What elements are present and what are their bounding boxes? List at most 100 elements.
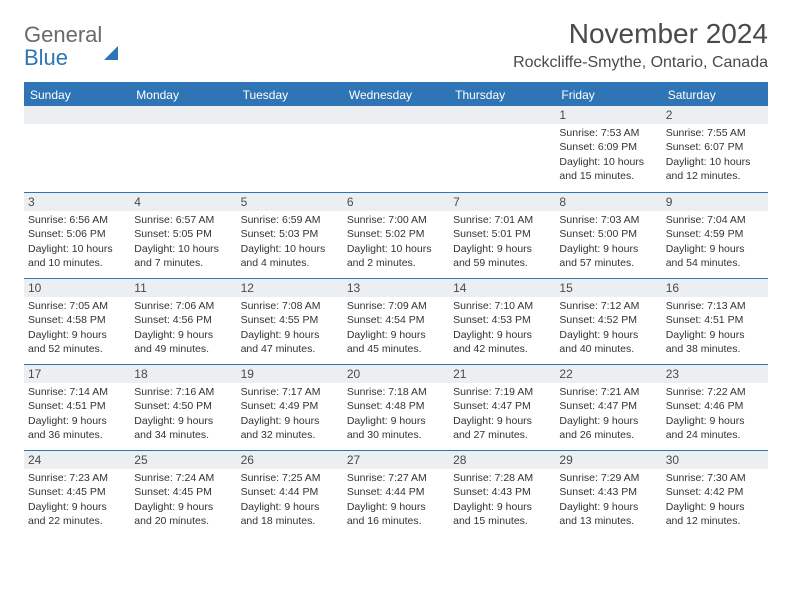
day-number: 10 — [24, 279, 130, 297]
daylight-line: Daylight: 9 hours and 13 minutes. — [559, 500, 657, 528]
day-body: Sunrise: 7:16 AMSunset: 4:50 PMDaylight:… — [130, 383, 236, 446]
day-body: Sunrise: 7:22 AMSunset: 4:46 PMDaylight:… — [662, 383, 768, 446]
sunset-line: Sunset: 4:55 PM — [241, 313, 339, 327]
day-number: 9 — [662, 193, 768, 211]
day-cell — [237, 106, 343, 192]
day-cell: 18Sunrise: 7:16 AMSunset: 4:50 PMDayligh… — [130, 365, 236, 450]
daylight-line: Daylight: 9 hours and 57 minutes. — [559, 242, 657, 270]
day-number — [343, 106, 449, 124]
sunrise-line: Sunrise: 7:24 AM — [134, 471, 232, 485]
day-body: Sunrise: 7:25 AMSunset: 4:44 PMDaylight:… — [237, 469, 343, 532]
daylight-line: Daylight: 10 hours and 10 minutes. — [28, 242, 126, 270]
sunrise-line: Sunrise: 7:01 AM — [453, 213, 551, 227]
daylight-line: Daylight: 9 hours and 42 minutes. — [453, 328, 551, 356]
sunset-line: Sunset: 5:05 PM — [134, 227, 232, 241]
sunset-line: Sunset: 5:01 PM — [453, 227, 551, 241]
day-body: Sunrise: 7:18 AMSunset: 4:48 PMDaylight:… — [343, 383, 449, 446]
sunrise-line: Sunrise: 7:18 AM — [347, 385, 445, 399]
day-cell: 1Sunrise: 7:53 AMSunset: 6:09 PMDaylight… — [555, 106, 661, 192]
day-body: Sunrise: 7:12 AMSunset: 4:52 PMDaylight:… — [555, 297, 661, 360]
day-cell: 15Sunrise: 7:12 AMSunset: 4:52 PMDayligh… — [555, 279, 661, 364]
daylight-line: Daylight: 10 hours and 15 minutes. — [559, 155, 657, 183]
sunrise-line: Sunrise: 7:10 AM — [453, 299, 551, 313]
day-body — [343, 124, 449, 130]
daylight-line: Daylight: 9 hours and 47 minutes. — [241, 328, 339, 356]
day-number: 15 — [555, 279, 661, 297]
sunset-line: Sunset: 4:43 PM — [453, 485, 551, 499]
location: Rockcliffe-Smythe, Ontario, Canada — [513, 54, 768, 72]
logo: General Blue — [24, 24, 118, 69]
day-cell: 11Sunrise: 7:06 AMSunset: 4:56 PMDayligh… — [130, 279, 236, 364]
day-body: Sunrise: 7:06 AMSunset: 4:56 PMDaylight:… — [130, 297, 236, 360]
day-body: Sunrise: 6:56 AMSunset: 5:06 PMDaylight:… — [24, 211, 130, 274]
day-cell: 13Sunrise: 7:09 AMSunset: 4:54 PMDayligh… — [343, 279, 449, 364]
daylight-line: Daylight: 9 hours and 45 minutes. — [347, 328, 445, 356]
daylight-line: Daylight: 9 hours and 24 minutes. — [666, 414, 764, 442]
logo-text-general: General — [24, 22, 102, 47]
day-number: 17 — [24, 365, 130, 383]
day-body: Sunrise: 7:21 AMSunset: 4:47 PMDaylight:… — [555, 383, 661, 446]
sunset-line: Sunset: 4:59 PM — [666, 227, 764, 241]
weekday-header: Thursday — [449, 84, 555, 106]
sunrise-line: Sunrise: 7:53 AM — [559, 126, 657, 140]
day-cell: 5Sunrise: 6:59 AMSunset: 5:03 PMDaylight… — [237, 193, 343, 278]
sunset-line: Sunset: 4:51 PM — [28, 399, 126, 413]
daylight-line: Daylight: 9 hours and 30 minutes. — [347, 414, 445, 442]
sunrise-line: Sunrise: 7:03 AM — [559, 213, 657, 227]
weekday-header: Tuesday — [237, 84, 343, 106]
weekday-header: Saturday — [662, 84, 768, 106]
day-body: Sunrise: 7:14 AMSunset: 4:51 PMDaylight:… — [24, 383, 130, 446]
day-number: 16 — [662, 279, 768, 297]
day-body: Sunrise: 7:03 AMSunset: 5:00 PMDaylight:… — [555, 211, 661, 274]
day-cell: 14Sunrise: 7:10 AMSunset: 4:53 PMDayligh… — [449, 279, 555, 364]
day-cell: 29Sunrise: 7:29 AMSunset: 4:43 PMDayligh… — [555, 451, 661, 536]
day-body: Sunrise: 7:27 AMSunset: 4:44 PMDaylight:… — [343, 469, 449, 532]
day-cell: 17Sunrise: 7:14 AMSunset: 4:51 PMDayligh… — [24, 365, 130, 450]
day-cell: 19Sunrise: 7:17 AMSunset: 4:49 PMDayligh… — [237, 365, 343, 450]
daylight-line: Daylight: 9 hours and 38 minutes. — [666, 328, 764, 356]
daylight-line: Daylight: 9 hours and 16 minutes. — [347, 500, 445, 528]
daylight-line: Daylight: 9 hours and 52 minutes. — [28, 328, 126, 356]
day-body: Sunrise: 6:59 AMSunset: 5:03 PMDaylight:… — [237, 211, 343, 274]
daylight-line: Daylight: 9 hours and 12 minutes. — [666, 500, 764, 528]
sunrise-line: Sunrise: 7:22 AM — [666, 385, 764, 399]
day-cell: 23Sunrise: 7:22 AMSunset: 4:46 PMDayligh… — [662, 365, 768, 450]
daylight-line: Daylight: 10 hours and 12 minutes. — [666, 155, 764, 183]
logo-triangle-icon — [104, 29, 118, 60]
day-cell: 2Sunrise: 7:55 AMSunset: 6:07 PMDaylight… — [662, 106, 768, 192]
day-cell: 27Sunrise: 7:27 AMSunset: 4:44 PMDayligh… — [343, 451, 449, 536]
weekday-header: Monday — [130, 84, 236, 106]
day-number: 12 — [237, 279, 343, 297]
day-body — [130, 124, 236, 130]
sunrise-line: Sunrise: 7:06 AM — [134, 299, 232, 313]
sunset-line: Sunset: 4:51 PM — [666, 313, 764, 327]
weekday-header: Friday — [555, 84, 661, 106]
day-body — [24, 124, 130, 130]
day-number: 19 — [237, 365, 343, 383]
day-cell: 22Sunrise: 7:21 AMSunset: 4:47 PMDayligh… — [555, 365, 661, 450]
sunrise-line: Sunrise: 7:23 AM — [28, 471, 126, 485]
day-number — [24, 106, 130, 124]
day-cell — [24, 106, 130, 192]
day-body — [449, 124, 555, 130]
weekday-row: SundayMondayTuesdayWednesdayThursdayFrid… — [24, 84, 768, 106]
day-number: 29 — [555, 451, 661, 469]
daylight-line: Daylight: 9 hours and 27 minutes. — [453, 414, 551, 442]
daylight-line: Daylight: 9 hours and 26 minutes. — [559, 414, 657, 442]
day-number: 7 — [449, 193, 555, 211]
sunrise-line: Sunrise: 7:08 AM — [241, 299, 339, 313]
sunset-line: Sunset: 4:44 PM — [347, 485, 445, 499]
day-number: 30 — [662, 451, 768, 469]
day-cell — [449, 106, 555, 192]
sunrise-line: Sunrise: 7:25 AM — [241, 471, 339, 485]
sunrise-line: Sunrise: 7:16 AM — [134, 385, 232, 399]
daylight-line: Daylight: 10 hours and 2 minutes. — [347, 242, 445, 270]
day-number: 5 — [237, 193, 343, 211]
daylight-line: Daylight: 9 hours and 20 minutes. — [134, 500, 232, 528]
day-number: 2 — [662, 106, 768, 124]
day-cell: 28Sunrise: 7:28 AMSunset: 4:43 PMDayligh… — [449, 451, 555, 536]
sunrise-line: Sunrise: 7:27 AM — [347, 471, 445, 485]
day-cell — [343, 106, 449, 192]
sunrise-line: Sunrise: 7:04 AM — [666, 213, 764, 227]
day-number: 23 — [662, 365, 768, 383]
